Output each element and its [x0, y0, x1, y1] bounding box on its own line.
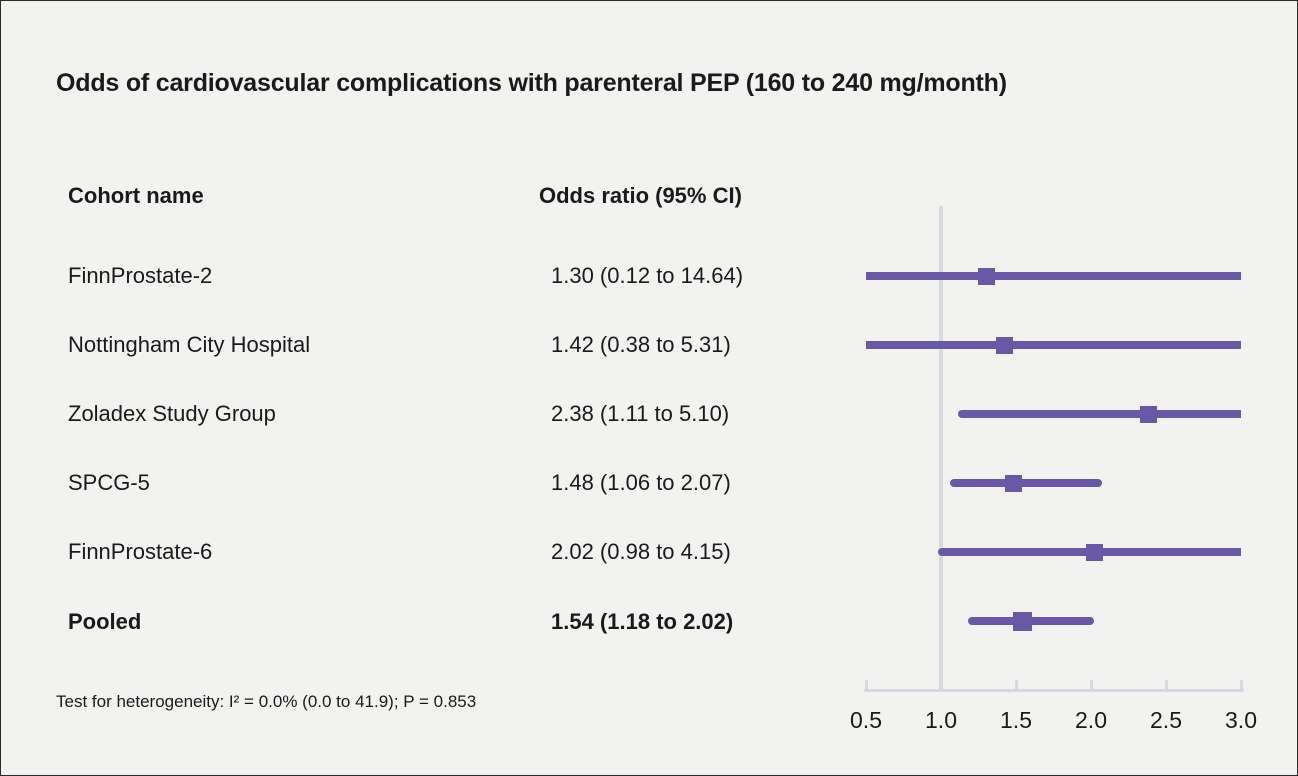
odds-ratio-value: 2.38 (1.11 to 5.10) [551, 401, 730, 426]
cohort-name: Zoladex Study Group [68, 401, 276, 426]
figure-title: Odds of cardiovascular complications wit… [56, 69, 1007, 97]
odds-ratio-value: 2.02 (0.98 to 4.15) [551, 539, 731, 564]
or-marker [977, 267, 995, 285]
ci-line [866, 272, 1241, 280]
x-axis-tick-label: 0.5 [850, 707, 882, 733]
table-row: Zoladex Study Group 2.38 (1.11 to 5.10) [1, 399, 1297, 429]
odds-ratio-value: 1.54 (1.18 to 2.02) [551, 609, 734, 634]
x-axis-tick [1165, 680, 1168, 690]
or-marker [1139, 405, 1157, 423]
or-marker [1004, 474, 1022, 492]
odds-ratio-value: 1.30 (0.12 to 14.64) [551, 263, 744, 288]
table-row-pooled: Pooled 1.54 (1.18 to 2.02) [1, 607, 1297, 637]
cohort-name: SPCG-5 [68, 470, 150, 495]
table-row: Nottingham City Hospital 1.42 (0.38 to 5… [1, 330, 1297, 360]
ci-line [950, 479, 1102, 487]
cohort-name: Nottingham City Hospital [68, 332, 311, 357]
x-axis-line [864, 689, 1244, 692]
ci-line [957, 410, 1241, 418]
cohort-column-header: Cohort name [68, 183, 204, 208]
or-marker [1012, 611, 1032, 631]
x-axis-tick-label: 3.0 [1225, 707, 1257, 733]
heterogeneity-note: Test for heterogeneity: I² = 0.0% (0.0 t… [56, 692, 477, 711]
odds-ratio-value: 1.42 (0.38 to 5.31) [551, 332, 731, 357]
column-headers: Cohort name Odds ratio (95% CI) [1, 181, 1297, 211]
cohort-name: Pooled [68, 609, 142, 634]
x-axis-tick-label: 2.0 [1075, 707, 1107, 733]
odds-ratio-value: 1.48 (1.06 to 2.07) [551, 470, 731, 495]
x-axis-tick [865, 680, 868, 690]
or-marker [1085, 543, 1103, 561]
x-axis-tick-label: 1.5 [1000, 707, 1032, 733]
x-axis-tick [940, 680, 943, 690]
cohort-name: FinnProstate-6 [68, 539, 213, 564]
ci-line [866, 341, 1241, 349]
x-axis-tick-label: 2.5 [1150, 707, 1182, 733]
odds-ratio-column-header: Odds ratio (95% CI) [539, 183, 742, 208]
table-row: FinnProstate-6 2.02 (0.98 to 4.15) [1, 537, 1297, 567]
x-axis-tick [1090, 680, 1093, 690]
or-marker [995, 336, 1013, 354]
x-axis-tick [1015, 680, 1018, 690]
x-axis-tick [1240, 680, 1243, 690]
cohort-name: FinnProstate-2 [68, 263, 213, 288]
table-row: FinnProstate-2 1.30 (0.12 to 14.64) [1, 261, 1297, 291]
reference-line [939, 206, 943, 692]
x-axis-tick-label: 1.0 [925, 707, 957, 733]
table-row: SPCG-5 1.48 (1.06 to 2.07) [1, 468, 1297, 498]
